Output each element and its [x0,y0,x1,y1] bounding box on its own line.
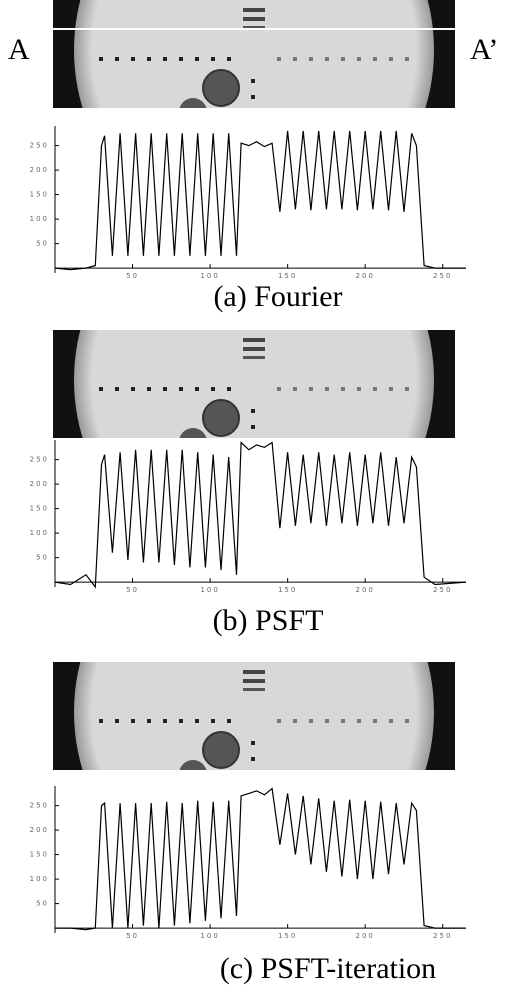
y-tick-label: 200 [30,480,49,488]
image-fourier [53,0,455,240]
image-psft-iteration [53,522,455,902]
caption: (a) Fourier [213,280,342,313]
y-tick-label: 50 [36,900,49,908]
profile-line [54,441,467,589]
x-tick-label: 100 [200,932,219,940]
x-tick-label: 250 [433,932,452,940]
y-tick-label: 200 [30,826,49,834]
x-tick-label: 100 [200,586,219,594]
y-tick-label: 100 [30,529,49,537]
y-tick-label: 150 [30,851,49,859]
profile-line [55,787,466,931]
x-tick-label: 50 [126,586,139,594]
y-tick-label: 250 [30,802,49,810]
y-tick-label: 150 [30,505,49,513]
y-tick-label: 100 [30,875,49,883]
y-tick-label: 100 [30,215,49,223]
y-tick-label: 50 [36,240,49,248]
x-tick-label: 50 [126,932,139,940]
x-tick-label: 200 [356,932,375,940]
x-tick-label: 50 [126,272,139,280]
x-tick-label: 200 [356,272,375,280]
x-tick-label: 100 [200,272,219,280]
x-tick-label: 200 [356,586,375,594]
profile-line [54,130,466,271]
x-tick-label: 250 [433,586,452,594]
y-tick-label: 150 [30,191,49,199]
caption: (c) PSFT-iteration [220,952,436,985]
y-tick-label: 250 [30,142,49,150]
y-tick-label: 200 [30,166,49,174]
label-a: A [8,33,30,66]
y-tick-label: 50 [36,554,49,562]
x-tick-label: 250 [433,272,452,280]
x-tick-label: 150 [278,932,297,940]
y-tick-label: 250 [30,456,49,464]
x-tick-label: 150 [278,272,297,280]
caption: (b) PSFT [213,604,324,637]
x-tick-label: 150 [278,586,297,594]
label-a-prime: A’ [470,33,498,66]
